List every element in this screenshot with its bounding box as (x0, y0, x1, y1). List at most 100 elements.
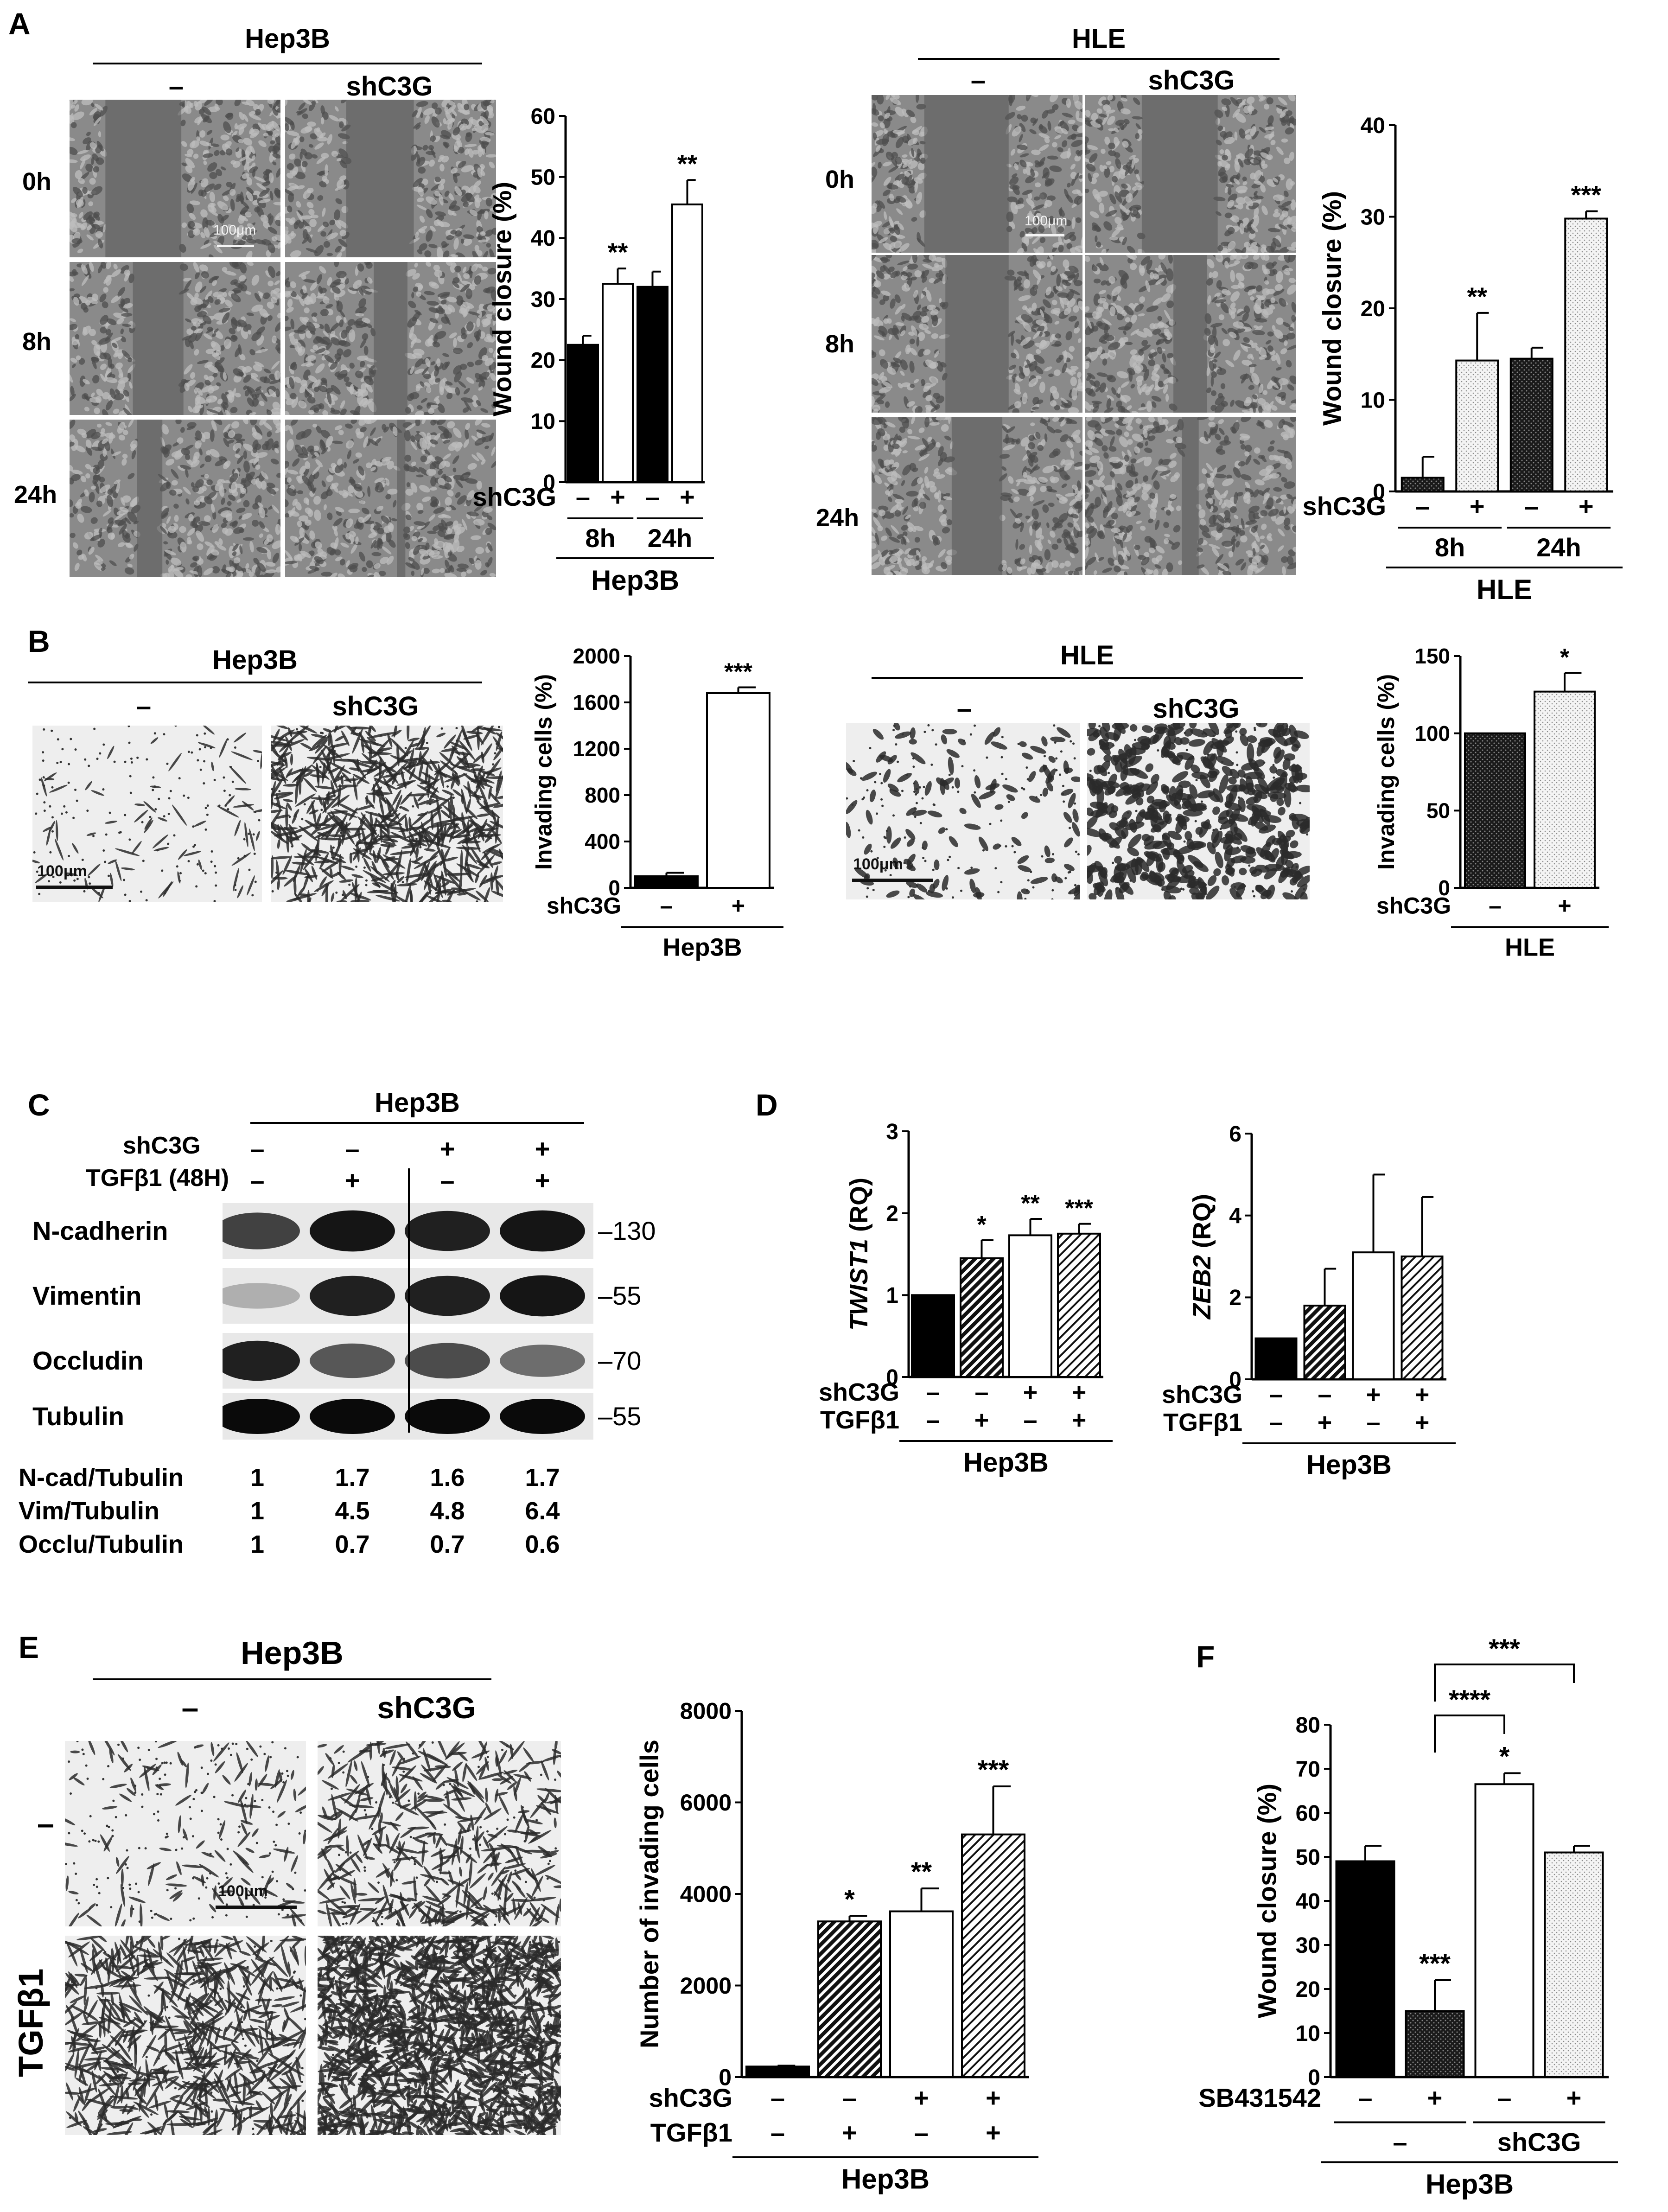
c7-bar-3 (1544, 1851, 1604, 2078)
c4-factor-0-0: – (926, 1378, 940, 1406)
c3-ytick-label-2: 100 (1414, 721, 1450, 746)
c1-factor-0-2: – (1524, 491, 1539, 521)
c5-ytick-label-2: 4 (1229, 1204, 1241, 1228)
c2-ytick-label-4: 1600 (573, 690, 620, 714)
c1-ytick-label-0: 0 (1373, 480, 1385, 504)
c-sign-tgfb1-1: + (344, 1166, 360, 1195)
c0-ytick-label-3: 30 (531, 287, 555, 312)
b-hep3b-header-line (28, 682, 482, 683)
c7-factor-label-0: SB431542 (1198, 2083, 1321, 2112)
c-quant-value-2-3: 0.6 (525, 1530, 560, 1558)
b-hep3b-scale-label: 100μm (37, 862, 87, 880)
c-band-3-1 (310, 1399, 395, 1434)
b-hep3b-scale-bar (36, 886, 113, 889)
c7-footer: Hep3B (1426, 2169, 1514, 2200)
c-quant-value-2-2: 0.7 (430, 1530, 465, 1558)
c5-factor-1-1: + (1318, 1409, 1332, 1436)
a-hle-micrograph-ctrl-0 (872, 95, 1082, 253)
a-hep3b-time-8h: 8h (22, 328, 52, 356)
c1-ytick-label-4: 40 (1361, 114, 1385, 138)
c6-factor-0-3: + (986, 2083, 1001, 2112)
c-quant-value-0-1: 1.7 (335, 1464, 370, 1492)
c-quant-value-1-2: 4.8 (430, 1497, 465, 1525)
c-quant-value-0-0: 1 (250, 1464, 265, 1492)
a-hep3b-cond-ctrl: – (168, 71, 184, 102)
panel-letter-c: C (28, 1088, 50, 1122)
c2-ytick-label-3: 1200 (573, 737, 620, 761)
c7-ytick-label-1: 10 (1296, 2021, 1320, 2046)
c1-bar-1 (1455, 359, 1499, 492)
b-hep3b-micrograph-ctrl (32, 726, 262, 902)
c5-factor-label-1: TGFβ1 (1163, 1409, 1242, 1436)
a-hle-cond-sh: shC3G (1148, 65, 1235, 96)
c4-bar-2 (1008, 1234, 1052, 1378)
c7-group-label-0: – (1393, 2128, 1407, 2157)
c5-factor-1-0: – (1269, 1409, 1283, 1436)
a-hep3b-cond-sh: shC3G (346, 71, 433, 102)
c7-bracket-1 (1434, 1664, 1575, 1702)
a-hep3b-micrograph-sh-0 (285, 100, 496, 257)
chart-b-hle: 0 50 100 150 Invading cells (%) * shC3G – +HLE (1373, 644, 1609, 962)
c-band-1-3 (500, 1275, 585, 1317)
c4-ytick-label-0: 0 (886, 1365, 898, 1390)
a-hle-micrograph-sh-1 (1085, 255, 1296, 413)
c5-ytick-label-0: 0 (1229, 1368, 1241, 1392)
c6-bar-0 (745, 2065, 810, 2078)
c-quant-value-1-1: 4.5 (335, 1497, 370, 1525)
c0-footer: Hep3B (591, 565, 679, 596)
c-blot-label-3: Tubulin (32, 1402, 124, 1431)
b-hle-cond-ctrl: – (956, 694, 972, 724)
c0-ytick-label-1: 10 (531, 409, 555, 434)
a-hep3b-time-0h: 0h (22, 168, 52, 196)
c2-factor-0-1: + (732, 892, 745, 918)
c2-bar-1 (706, 692, 770, 889)
c7-ytick-label-7: 70 (1296, 1757, 1320, 1782)
c1-factor-0-1: + (1470, 491, 1485, 521)
c6-footer: Hep3B (841, 2164, 929, 2195)
c4-factor-0-1: – (974, 1378, 988, 1406)
c1-sig-3: *** (1571, 180, 1602, 210)
c3-ytick-label-1: 50 (1426, 798, 1450, 822)
c4-factor-1-1: + (974, 1406, 989, 1434)
c6-factor-0-0: – (770, 2083, 785, 2112)
c3-ytick-label-0: 0 (1438, 876, 1450, 900)
c0-ytick-label-4: 40 (531, 226, 555, 251)
c6-sig-1: * (844, 1884, 855, 1914)
c2-factor-0-0: – (660, 892, 673, 918)
b-hle-micrograph-sh (1087, 723, 1310, 899)
c7-bar-0 (1335, 1860, 1395, 2078)
c0-bar-0 (567, 344, 599, 483)
c0-factor-0-3: + (680, 482, 695, 511)
c3-ytick-label-3: 150 (1414, 644, 1450, 668)
a-hle-scale-bar (1025, 234, 1064, 236)
c6-sig-2: ** (911, 1857, 932, 1887)
c1-factor-0-3: + (1579, 491, 1594, 521)
c-band-2-2 (405, 1343, 490, 1379)
panel-letter-e: E (19, 1630, 39, 1664)
panel-letter-a: A (8, 6, 31, 41)
c1-sig-1: ** (1467, 282, 1487, 311)
a-hle-header: HLE (1072, 24, 1126, 54)
c-quant-value-1-3: 6.4 (525, 1497, 560, 1525)
e-header-line (93, 1678, 491, 1680)
c3-bar-1 (1534, 690, 1596, 889)
c-sign-shC3G-3: + (535, 1134, 550, 1163)
c5-ylabel: ZEB2 (RQ) (1188, 1194, 1216, 1320)
e-row-label-tgfb1: TGFβ1 (12, 1968, 50, 2077)
e-micrograph-ctrl-sh (318, 1741, 561, 1926)
a-hep3b-header: Hep3B (245, 24, 330, 54)
chart-b-hep3b: 0 400 800 1200 1600 2000 Invading cells (%) ***… (531, 644, 783, 962)
c3-factor-label-0: shC3G (1376, 892, 1451, 918)
c-band-0-2 (405, 1211, 490, 1251)
b-hle-micrograph-ctrl (846, 723, 1080, 899)
c-band-0-1 (310, 1210, 395, 1252)
c2-factor-label-0: shC3G (547, 892, 621, 918)
c5-ytick-label-1: 2 (1229, 1286, 1241, 1310)
a-hep3b-scale-label: 100μm (213, 223, 256, 238)
c6-ytick-label-0: 0 (719, 2065, 732, 2091)
c7-factor-0-2: – (1497, 2083, 1511, 2112)
c-blot-marker-0: –130 (598, 1216, 656, 1245)
